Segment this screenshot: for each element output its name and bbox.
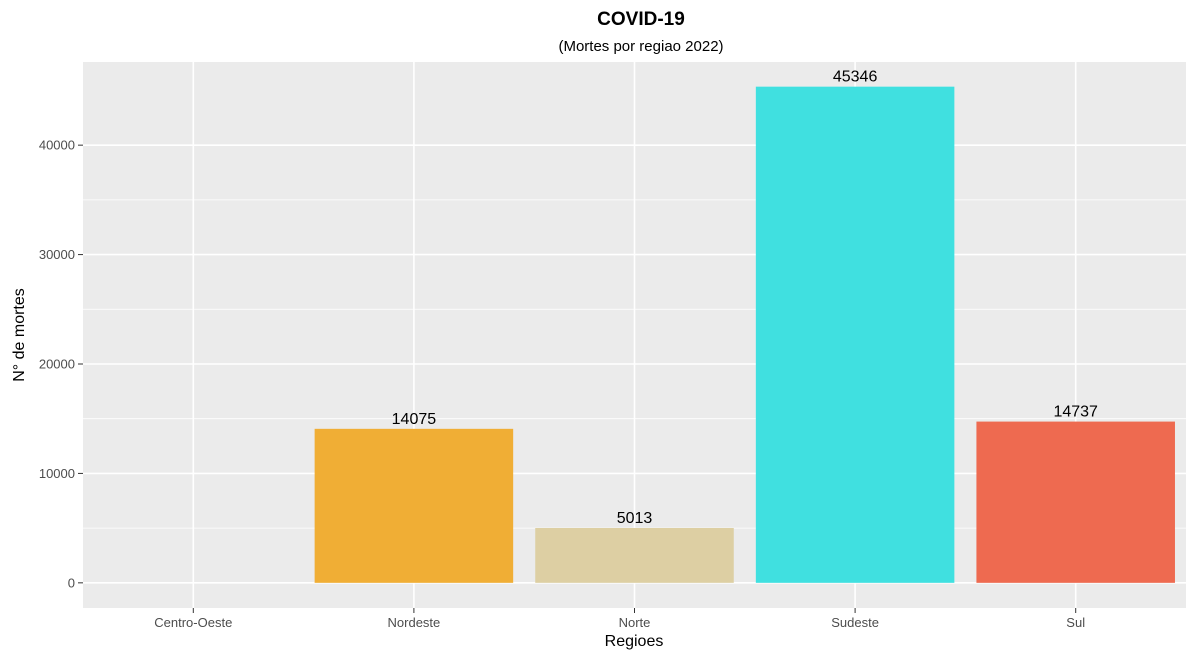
y-tick-label: 20000 — [39, 356, 75, 371]
bar — [314, 428, 514, 583]
chart-title: COVID-19 — [597, 9, 685, 30]
x-axis-title: Regioes — [605, 633, 664, 650]
y-tick-label: 0 — [68, 575, 75, 590]
x-tick-label: Norte — [619, 615, 651, 630]
y-tick-label: 40000 — [39, 138, 75, 153]
x-tick-label: Centro-Oeste — [154, 615, 232, 630]
x-axis-ticks: Centro-Oeste Nordeste Norte Sudeste Sul — [154, 608, 1085, 630]
y-tick-label: 30000 — [39, 247, 75, 262]
bar-value-label: 45346 — [833, 69, 878, 86]
chart-subtitle: (Mortes por regiao 2022) — [558, 38, 723, 55]
data-labels: 14075 5013 45346 14737 — [392, 69, 1098, 527]
y-axis-title: N° de mortes — [11, 288, 28, 382]
bar-value-label: 14737 — [1053, 404, 1098, 421]
y-axis-ticks: 0 10000 20000 30000 40000 — [39, 138, 83, 590]
bar — [976, 421, 1175, 583]
bar-value-label: 14075 — [392, 411, 437, 428]
bar — [755, 86, 955, 583]
x-tick-label: Sudeste — [831, 615, 879, 630]
y-tick-label: 10000 — [39, 466, 75, 481]
bar-value-label: 5013 — [617, 510, 653, 527]
bars — [314, 86, 1175, 583]
bar — [535, 527, 734, 583]
x-tick-label: Sul — [1066, 615, 1085, 630]
x-tick-label: Nordeste — [388, 615, 441, 630]
